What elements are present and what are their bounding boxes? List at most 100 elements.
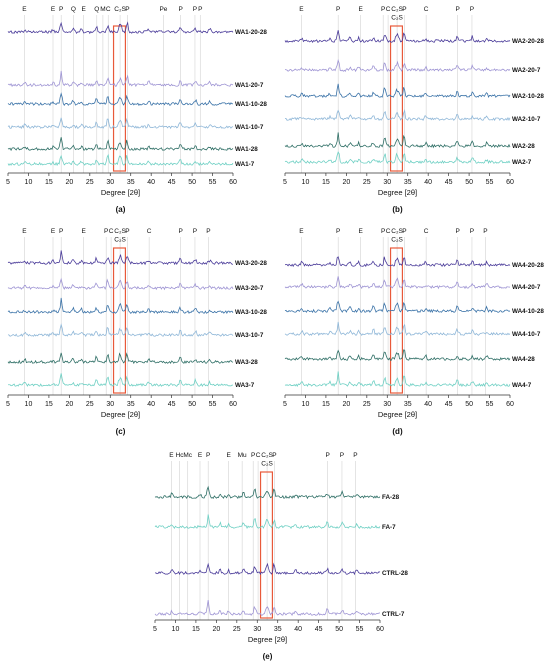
panel-label: (d) [392, 427, 403, 436]
series-label: WA2-28 [512, 143, 535, 150]
x-tick-label: 25 [233, 626, 241, 633]
phase-label: P [59, 228, 63, 235]
x-axis-label: Degree [2θ] [101, 410, 140, 419]
phase-label: E [82, 228, 87, 235]
x-tick-label: 30 [106, 401, 114, 408]
xrd-trace [7, 137, 234, 152]
x-tick-label: 15 [192, 626, 200, 633]
xrd-trace [7, 373, 234, 387]
xrd-trace [284, 132, 511, 149]
x-tick-label: 45 [168, 179, 176, 186]
xrd-trace [284, 58, 511, 73]
x-tick-label: 20 [212, 626, 220, 633]
x-tick-label: 10 [25, 179, 33, 186]
phase-label: P [353, 452, 357, 459]
phase-label: E [22, 6, 27, 13]
x-tick-label: 60 [506, 179, 514, 186]
x-tick-label: 55 [486, 401, 494, 408]
x-tick-label: 30 [106, 179, 114, 186]
x-tick-label: 35 [404, 179, 412, 186]
x-tick-label: 45 [315, 626, 323, 633]
phase-label: E [51, 6, 56, 13]
x-tick-label: 60 [506, 401, 514, 408]
x-axis-label: Degree [2θ] [378, 410, 417, 419]
x-tick-label: 50 [335, 626, 343, 633]
x-tick-label: 10 [302, 401, 310, 408]
phase-label: P [104, 228, 108, 235]
x-tick-label: 40 [424, 401, 432, 408]
xrd-trace [284, 256, 511, 268]
phase-label: P [206, 452, 210, 459]
series-label: WA3-28 [235, 359, 258, 366]
xrd-trace [284, 300, 511, 314]
x-tick-label: 35 [274, 626, 282, 633]
x-tick-label: 40 [147, 179, 155, 186]
series-label: WA1-20-7 [235, 82, 264, 89]
phase-label: P [251, 452, 255, 459]
x-tick-label: 50 [465, 401, 473, 408]
xrd-trace [7, 352, 234, 365]
x-tick-label: 10 [302, 179, 310, 186]
x-tick-label: 60 [376, 626, 384, 633]
xrd-trace [7, 297, 234, 315]
phase-label: Mu [238, 452, 247, 459]
phase-label: P [381, 6, 385, 13]
phase-label: C₂S [261, 452, 273, 459]
x-tick-label: 15 [45, 179, 53, 186]
phase-label: E [299, 228, 304, 235]
xrd-trace [284, 276, 511, 290]
phase-label: P [178, 228, 182, 235]
x-tick-label: 50 [188, 179, 196, 186]
x-tick-label: 45 [445, 401, 453, 408]
series-label: WA4-10-28 [512, 308, 544, 315]
phase-label: C [106, 6, 111, 13]
phase-label: P [59, 6, 63, 13]
xrd-trace [284, 83, 511, 99]
phase-label: C [386, 228, 391, 235]
x-tick-label: 40 [147, 401, 155, 408]
x-axis-label: Degree [2θ] [248, 635, 287, 644]
phase-label: P [206, 228, 210, 235]
xrd-trace [284, 30, 511, 43]
panel-label: (b) [392, 205, 403, 214]
x-tick-label: 55 [486, 179, 494, 186]
x-axis-label: Degree [2θ] [101, 188, 140, 197]
xrd-trace [154, 562, 381, 576]
phase-label: Pe [159, 6, 167, 13]
phase-label: P [470, 6, 474, 13]
x-tick-label: 25 [363, 179, 371, 186]
xrd-trace [154, 514, 381, 530]
phase-label: P [198, 6, 202, 13]
x-tick-label: 35 [404, 401, 412, 408]
x-tick-label: 45 [168, 401, 176, 408]
x-tick-label: 30 [253, 626, 261, 633]
x-tick-label: 55 [209, 401, 217, 408]
x-axis-label: Degree [2θ] [378, 188, 417, 197]
xrd-trace [154, 599, 381, 617]
phase-label: P [483, 228, 487, 235]
series-label: WA4-20-28 [512, 262, 544, 269]
series-label: WA2-10-7 [512, 116, 541, 123]
x-tick-label: 5 [6, 401, 10, 408]
phase-label: C [424, 6, 429, 13]
xrd-trace [7, 277, 234, 291]
xrd-trace [284, 109, 511, 122]
phase-label: C₂S [114, 237, 126, 244]
x-tick-label: 5 [283, 401, 287, 408]
phase-label: P [178, 6, 182, 13]
series-label: WA2-7 [512, 159, 532, 166]
phase-label: E [299, 6, 304, 13]
x-tick-label: 30 [383, 401, 391, 408]
x-tick-label: 35 [127, 179, 135, 186]
series-label: WA1-7 [235, 161, 255, 168]
xrd-trace [7, 250, 234, 266]
phase-label: P [336, 228, 340, 235]
x-tick-label: 50 [188, 401, 196, 408]
phase-label: C [424, 228, 429, 235]
phase-label: C₂S [114, 228, 126, 235]
phase-label: P [336, 6, 340, 13]
c2s-highlight-box [112, 247, 127, 394]
xrd-trace [7, 153, 234, 167]
